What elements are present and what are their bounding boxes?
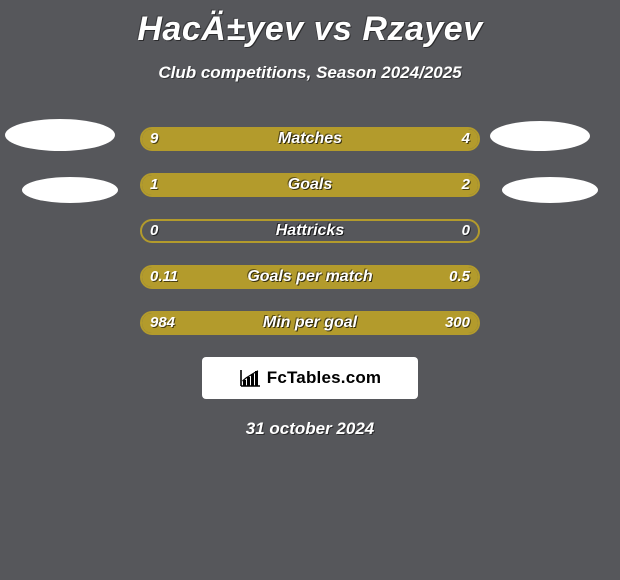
bar-right: [199, 267, 478, 287]
player-right-name: Rzayev: [362, 10, 482, 48]
stat-row: Goals per match0.110.5: [0, 265, 620, 289]
page-title: HacÄ±yev vs Rzayev: [0, 0, 620, 49]
stat-track: [140, 219, 480, 243]
stat-row: Min per goal984300: [0, 311, 620, 335]
decor-ellipse-mid_left: [22, 177, 118, 203]
bar-left: [142, 175, 247, 195]
bar-left: [142, 313, 404, 333]
stat-track: [140, 311, 480, 335]
stat-track: [140, 265, 480, 289]
source-text: FcTables.com: [267, 368, 382, 388]
date-text: 31 october 2024: [0, 419, 620, 439]
bar-right: [243, 175, 478, 195]
bar-left: [142, 129, 366, 149]
comparison-card: HacÄ±yev vs Rzayev Club competitions, Se…: [0, 0, 620, 580]
decor-ellipse-mid_right: [502, 177, 598, 203]
bar-left: [142, 267, 203, 287]
player-left-name: HacÄ±yev: [137, 10, 303, 48]
bar-right: [400, 313, 478, 333]
decor-ellipse-top_left: [5, 119, 115, 151]
chart-area: Matches94Goals12Hattricks00Goals per mat…: [0, 127, 620, 335]
stat-track: [140, 173, 480, 197]
stat-track: [140, 127, 480, 151]
subtitle: Club competitions, Season 2024/2025: [0, 63, 620, 83]
chart-icon: [239, 369, 261, 387]
decor-ellipse-top_right: [490, 121, 590, 151]
bar-right: [362, 129, 478, 149]
source-badge[interactable]: FcTables.com: [202, 357, 418, 399]
stat-row: Hattricks00: [0, 219, 620, 243]
title-vs: vs: [314, 10, 353, 48]
